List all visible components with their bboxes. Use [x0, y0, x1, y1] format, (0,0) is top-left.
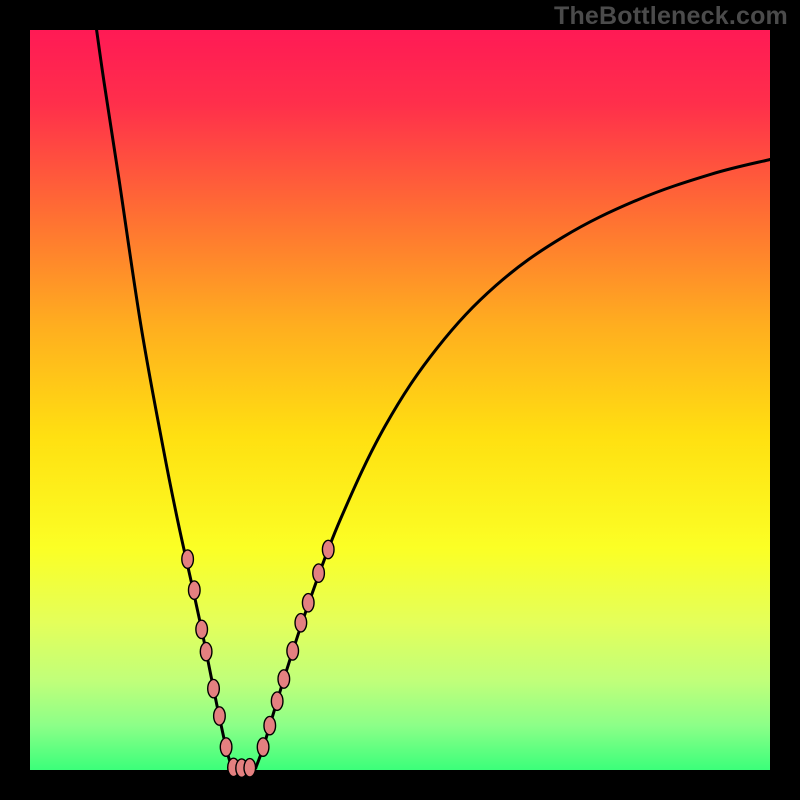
marker-point — [257, 738, 269, 756]
marker-point — [200, 642, 212, 660]
watermark-text: TheBottleneck.com — [554, 2, 788, 31]
marker-point — [182, 550, 194, 568]
marker-point — [208, 679, 220, 697]
marker-point — [295, 614, 307, 632]
marker-point — [287, 642, 299, 660]
marker-point — [302, 594, 314, 612]
marker-point — [220, 738, 232, 756]
bottleneck-chart — [0, 0, 800, 800]
marker-point — [188, 581, 200, 599]
marker-point — [214, 707, 226, 725]
marker-point — [322, 540, 334, 558]
marker-point — [313, 564, 325, 582]
chart-frame: TheBottleneck.com — [0, 0, 800, 800]
marker-point — [271, 692, 283, 710]
marker-point — [264, 716, 276, 734]
marker-point — [244, 759, 256, 777]
marker-point — [278, 670, 290, 688]
marker-point — [196, 620, 208, 638]
